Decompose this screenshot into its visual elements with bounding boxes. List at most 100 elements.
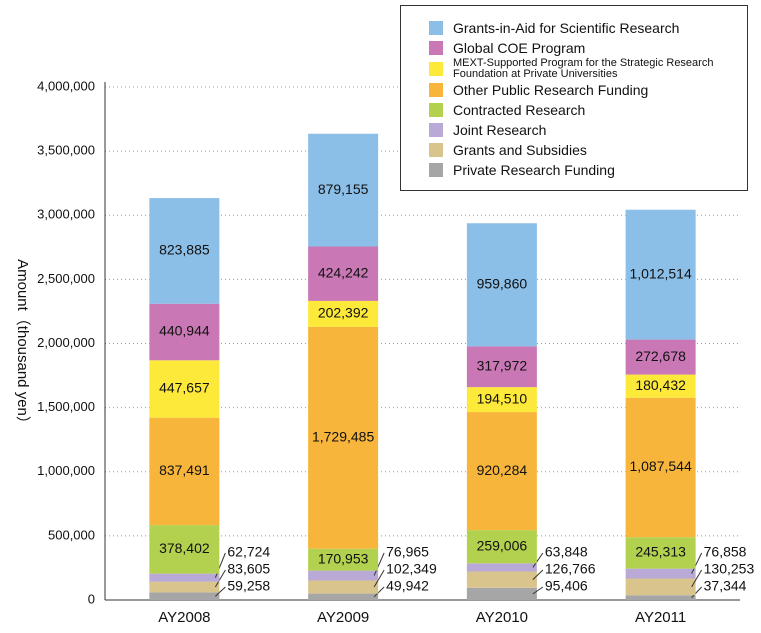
data-label: 194,510 — [477, 390, 528, 406]
data-label: 126,766 — [545, 561, 596, 577]
data-label: 37,344 — [704, 578, 747, 594]
data-label: 170,953 — [318, 550, 369, 566]
y-tick-label: 4,000,000 — [37, 78, 95, 93]
leader-line — [532, 586, 544, 595]
data-label: 424,242 — [318, 264, 369, 280]
data-label: 102,349 — [386, 561, 437, 577]
bar-segment — [149, 581, 220, 593]
bar-segment — [149, 525, 220, 574]
bar-segment — [149, 303, 220, 361]
legend-swatch — [429, 103, 443, 117]
data-label: 879,155 — [318, 181, 369, 197]
bar-segment — [625, 374, 696, 398]
bar-segment — [149, 592, 220, 600]
bar-segment — [466, 387, 537, 413]
x-tick-label: AY2008 — [158, 609, 210, 626]
bar-segment — [149, 573, 220, 582]
legend-label: Joint Research — [453, 122, 547, 138]
data-label: 317,972 — [477, 357, 528, 373]
bar-segment — [308, 593, 379, 600]
data-label: 202,392 — [318, 305, 369, 321]
bar-segment — [308, 133, 379, 247]
bar-segment — [625, 339, 696, 375]
x-tick-label: AY2011 — [635, 609, 686, 626]
y-tick-label: 0 — [88, 591, 95, 606]
legend-label: Private Research Funding — [453, 162, 615, 178]
bar-segment — [625, 578, 696, 596]
bar-segment — [149, 198, 220, 304]
legend-label: MEXT-Supported Program for the Strategic… — [453, 57, 714, 80]
leader-line — [373, 552, 385, 576]
legend-label: Other Public Research Funding — [453, 82, 649, 98]
y-tick-label: 3,000,000 — [37, 207, 95, 222]
leader-line — [691, 586, 702, 598]
data-label: 245,313 — [635, 544, 686, 560]
data-label: 63,848 — [545, 544, 588, 560]
legend-item: Contracted Research — [429, 100, 739, 120]
data-label: 130,253 — [704, 561, 755, 577]
bar-segment — [466, 587, 537, 600]
data-label: 76,965 — [386, 544, 429, 560]
data-label: 959,860 — [477, 276, 528, 292]
legend: Grants-in-Aid for Scientific Research Glo… — [400, 5, 748, 191]
data-label: 1,087,544 — [629, 458, 691, 474]
bar-segment — [308, 326, 379, 549]
data-label: 447,657 — [159, 380, 210, 396]
bar-segment — [625, 209, 696, 340]
legend-item: Other Public Research Funding — [429, 80, 739, 100]
x-tick-label: AY2010 — [476, 609, 528, 626]
data-label: 837,491 — [159, 462, 210, 478]
leader-line — [373, 569, 385, 588]
bar-segment — [149, 360, 220, 418]
data-label: 823,885 — [159, 242, 210, 258]
legend-item: Grants and Subsidies — [429, 140, 739, 160]
data-label: 378,402 — [159, 540, 210, 556]
legend-item: Private Research Funding — [429, 160, 739, 180]
y-tick-label: 1,000,000 — [37, 463, 95, 478]
y-tick-label: 500,000 — [48, 527, 95, 542]
leader-line — [532, 552, 544, 568]
data-label: 1,012,514 — [629, 265, 691, 281]
legend-item: Grants-in-Aid for Scientific Research — [429, 18, 739, 38]
data-label: 180,432 — [635, 377, 686, 393]
bar-segment — [625, 595, 696, 600]
bar-segment — [625, 568, 696, 579]
bar-segment — [466, 412, 537, 531]
x-tick-label: AY2009 — [317, 609, 369, 626]
y-axis-label: Amount（thousand yen） — [14, 259, 31, 431]
legend-swatch — [429, 21, 443, 35]
legend-swatch — [429, 163, 443, 177]
leader-line — [532, 569, 544, 580]
y-tick-label: 2,000,000 — [37, 335, 95, 350]
data-label: 62,724 — [227, 544, 270, 560]
leader-line — [691, 552, 703, 574]
data-label: 272,678 — [635, 348, 686, 364]
data-label: 259,006 — [477, 537, 528, 553]
bar-segment — [466, 530, 537, 564]
y-tick-label: 2,500,000 — [37, 271, 95, 286]
legend-swatch — [429, 41, 443, 55]
legend-label: Grants-in-Aid for Scientific Research — [453, 20, 680, 36]
leader-line — [214, 569, 226, 588]
legend-swatch — [429, 62, 443, 76]
data-label: 76,858 — [704, 544, 747, 560]
bar-segment — [308, 246, 379, 301]
legend-swatch — [429, 83, 443, 97]
bar-segment — [466, 571, 537, 588]
data-label: 1,729,485 — [312, 428, 374, 444]
legend-swatch — [429, 143, 443, 157]
bar-segment — [625, 397, 696, 538]
legend-item: Joint Research — [429, 120, 739, 140]
bar-segment — [308, 548, 379, 571]
bar-segment — [466, 346, 537, 388]
legend-label: Contracted Research — [453, 102, 586, 118]
leader-line — [691, 569, 703, 588]
data-label: 59,258 — [227, 578, 270, 594]
legend-label: Global COE Program — [453, 40, 586, 56]
bar-segment — [149, 417, 220, 526]
data-label: 920,284 — [477, 462, 528, 478]
leader-line — [373, 586, 385, 598]
bar-segment — [625, 537, 696, 569]
